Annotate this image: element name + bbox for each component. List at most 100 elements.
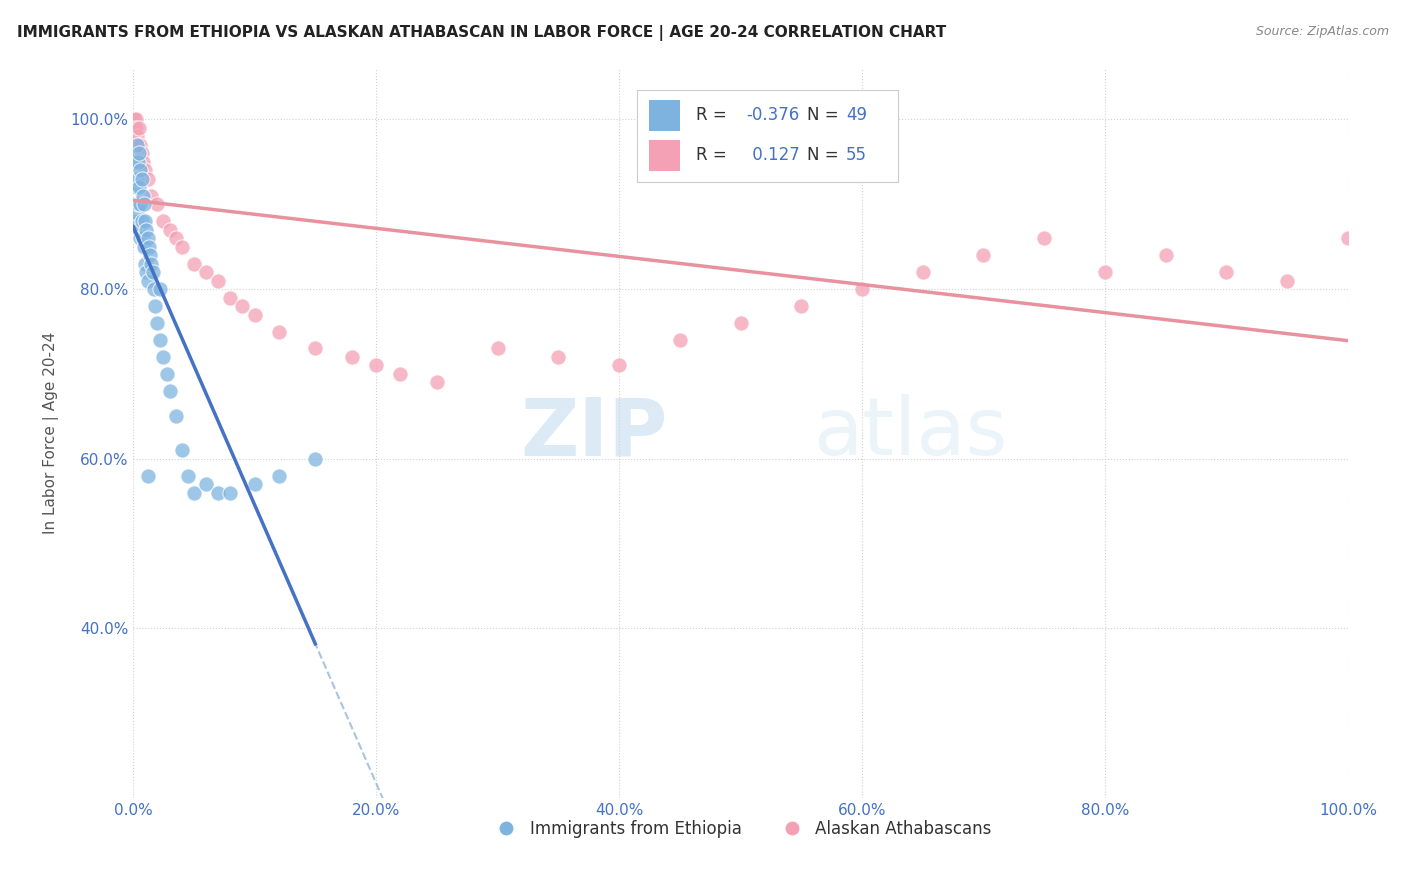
FancyBboxPatch shape (637, 90, 898, 182)
Point (149, 333, 172, 347)
Point (122, 112, 145, 127)
Point (124, 120, 146, 135)
Point (129, 231, 152, 245)
Point (128, 120, 150, 135)
Point (340, 350, 363, 364)
Point (219, 485, 242, 500)
Point (152, 350, 174, 364)
Point (124, 120, 146, 135)
Point (243, 477, 266, 491)
Point (131, 214, 153, 228)
Point (122, 112, 145, 127)
Point (304, 342, 326, 356)
Point (128, 180, 150, 194)
Text: 0.127: 0.127 (747, 146, 800, 164)
Point (131, 146, 153, 161)
Point (426, 376, 449, 390)
Point (127, 154, 149, 169)
Point (125, 137, 148, 152)
Point (146, 197, 169, 211)
Text: ZIP: ZIP (520, 394, 668, 473)
FancyBboxPatch shape (650, 140, 679, 170)
Point (195, 265, 218, 279)
Point (547, 350, 569, 364)
Point (486, 342, 509, 356)
Point (127, 197, 149, 211)
Point (131, 171, 153, 186)
Text: IMMIGRANTS FROM ETHIOPIA VS ALASKAN ATHABASCAN IN LABOR FORCE | AGE 20-24 CORREL: IMMIGRANTS FROM ETHIOPIA VS ALASKAN ATHA… (17, 25, 946, 41)
Point (135, 223, 157, 237)
Point (143, 299, 166, 313)
Point (207, 274, 229, 288)
Point (136, 274, 159, 288)
Point (159, 384, 181, 398)
Point (165, 231, 187, 245)
Point (207, 485, 229, 500)
Point (159, 223, 181, 237)
Point (149, 282, 172, 296)
Point (134, 257, 156, 271)
Point (156, 367, 179, 381)
Point (165, 409, 187, 424)
Point (128, 146, 150, 161)
Point (122, 137, 145, 152)
FancyBboxPatch shape (650, 100, 679, 130)
Text: atlas: atlas (814, 394, 1008, 473)
Point (183, 485, 205, 500)
Point (219, 291, 242, 305)
Text: 49: 49 (846, 106, 868, 124)
Point (132, 197, 155, 211)
Point (122, 112, 145, 127)
Text: N =: N = (807, 146, 839, 164)
Point (124, 112, 146, 127)
Point (129, 137, 152, 152)
Point (136, 468, 159, 483)
Point (134, 214, 156, 228)
Text: 55: 55 (846, 146, 868, 164)
Point (177, 468, 200, 483)
Point (267, 468, 290, 483)
Point (142, 282, 165, 296)
Point (129, 163, 152, 178)
Point (267, 325, 290, 339)
Text: R =: R = (696, 146, 727, 164)
Point (1277, 274, 1299, 288)
Text: -0.376: -0.376 (747, 106, 800, 124)
Point (141, 265, 163, 279)
Text: R =: R = (696, 106, 727, 124)
Point (122, 129, 145, 144)
Point (141, 257, 163, 271)
Point (364, 359, 387, 373)
Legend: Immigrants from Ethiopia, Alaskan Athabascans: Immigrants from Ethiopia, Alaskan Athaba… (484, 814, 998, 845)
Point (125, 171, 148, 186)
Point (127, 137, 149, 152)
Point (231, 299, 253, 313)
Point (122, 129, 145, 144)
Point (124, 112, 146, 127)
Point (122, 120, 145, 135)
Text: N =: N = (807, 106, 839, 124)
Point (146, 316, 169, 330)
Point (132, 188, 155, 202)
Text: Source: ZipAtlas.com: Source: ZipAtlas.com (1256, 25, 1389, 38)
Point (972, 248, 994, 262)
Point (607, 359, 630, 373)
Point (134, 163, 156, 178)
Point (304, 451, 326, 466)
Point (135, 265, 157, 279)
Point (152, 214, 174, 228)
Point (911, 265, 934, 279)
Point (141, 188, 163, 202)
Y-axis label: In Labor Force | Age 20-24: In Labor Force | Age 20-24 (44, 332, 59, 534)
Point (668, 333, 690, 347)
Point (124, 214, 146, 228)
Point (138, 240, 160, 254)
Point (124, 180, 146, 194)
Point (1337, 231, 1360, 245)
Point (125, 129, 148, 144)
Point (170, 443, 193, 458)
Point (1154, 248, 1177, 262)
Point (132, 231, 155, 245)
Point (132, 154, 155, 169)
Point (243, 308, 266, 322)
